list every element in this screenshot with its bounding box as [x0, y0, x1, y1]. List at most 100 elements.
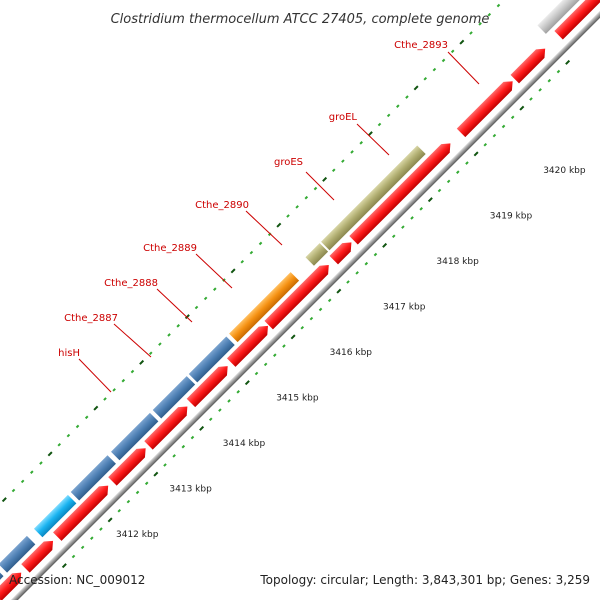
minor-tick: [377, 122, 382, 127]
minor-tick: [441, 58, 446, 63]
gene-label-cthe-2887[interactable]: Cthe_2887: [64, 313, 118, 324]
major-tick: [276, 222, 282, 228]
major-tick: [139, 359, 145, 365]
gene-feature-hisH[interactable]: [70, 455, 116, 501]
minor-tick: [273, 353, 277, 357]
minor-tick: [327, 298, 332, 303]
gene-feature-blue-2[interactable]: [0, 535, 36, 573]
gene-feature-grey[interactable]: [537, 0, 596, 34]
cds-arrow[interactable]: [186, 362, 232, 408]
gene-label-cthe-2888[interactable]: Cthe_2888: [104, 278, 158, 289]
gene-feature-cthe-2890[interactable]: [229, 272, 300, 343]
gene-label-groEL[interactable]: groEL: [329, 112, 358, 123]
major-tick: [153, 471, 159, 477]
minor-tick: [144, 481, 149, 486]
cds-arrow[interactable]: [329, 238, 356, 265]
major-tick: [367, 131, 373, 137]
major-tick: [244, 380, 250, 386]
gene-label-cthe-2889[interactable]: Cthe_2889: [143, 243, 197, 254]
major-tick: [290, 334, 296, 340]
gene-feature-cyan[interactable]: [33, 494, 77, 538]
minor-tick: [492, 133, 497, 138]
inner-tick-marks: [61, 59, 571, 569]
minor-tick: [309, 316, 314, 321]
topology-text: Topology: circular; Length: 3,843,301 bp…: [260, 573, 590, 587]
gene-label-cthe-2890[interactable]: Cthe_2890: [195, 200, 249, 211]
minor-tick: [190, 435, 195, 440]
gene-feature-cthe-2888[interactable]: [152, 376, 196, 419]
minor-tick: [181, 444, 186, 449]
kbp-label: 3417 kbp: [383, 303, 426, 313]
minor-tick: [359, 141, 363, 145]
cds-arrow[interactable]: [21, 537, 57, 573]
minor-tick: [90, 536, 94, 540]
major-tick: [107, 517, 113, 523]
kbp-label: 3418 kbp: [436, 257, 479, 267]
minor-tick: [30, 470, 34, 474]
major-tick: [336, 288, 342, 294]
accession-text: Accession: NC_009012: [9, 573, 146, 587]
minor-tick: [295, 205, 299, 209]
gene-feature-groES[interactable]: [305, 243, 329, 266]
minor-tick: [112, 388, 116, 392]
cds-arrow[interactable]: [144, 402, 191, 450]
gene-label-cthe-2893[interactable]: Cthe_2893: [394, 40, 448, 51]
minor-tick: [373, 252, 378, 257]
gene-feature-cthe-2887[interactable]: [111, 412, 159, 461]
gene-label-groES[interactable]: groES: [274, 157, 303, 168]
minor-tick: [249, 250, 254, 255]
minor-tick: [510, 115, 515, 120]
minor-tick: [39, 461, 43, 465]
gene-feature-cthe-2889[interactable]: [188, 336, 235, 383]
minor-tick: [75, 424, 80, 429]
cds-arrow[interactable]: [226, 322, 272, 367]
minor-tick: [84, 415, 89, 420]
minor-tick: [437, 188, 442, 193]
minor-tick: [71, 554, 76, 559]
kbp-label: 3415 kbp: [276, 394, 319, 404]
minor-tick: [227, 399, 231, 403]
genome-backbone: [5, 0, 600, 600]
cds-arrow[interactable]: [349, 139, 454, 245]
gene-label-leader: [78, 358, 112, 393]
kbp-label: 3413 kbp: [169, 485, 212, 495]
major-tick: [427, 197, 433, 203]
minor-tick: [20, 479, 25, 484]
minor-tick: [391, 234, 396, 239]
minor-tick: [465, 161, 469, 165]
minor-tick: [401, 225, 405, 229]
minor-tick: [158, 342, 162, 346]
minor-tick: [163, 463, 167, 467]
minor-tick: [432, 67, 437, 72]
minor-tick: [300, 325, 305, 330]
map-title: Clostridium thermocellum ATCC 27405, com…: [111, 12, 490, 27]
cds-arrow[interactable]: [554, 0, 600, 40]
gene-labels: hisH Cthe_2887 Cthe_2888 Cthe_2889 Cthe_…: [58, 40, 480, 393]
kbp-label: 3420 kbp: [543, 166, 586, 176]
minor-tick: [130, 369, 135, 374]
minor-tick: [236, 390, 240, 394]
cds-arrow[interactable]: [456, 77, 517, 138]
gene-label-leader: [356, 123, 390, 156]
minor-tick: [350, 150, 354, 154]
minor-tick: [396, 104, 400, 108]
major-tick: [47, 451, 53, 457]
kbp-label: 3414 kbp: [223, 439, 266, 449]
cds-arrow[interactable]: [0, 568, 25, 600]
gene-label-hisH[interactable]: hisH: [58, 348, 80, 359]
minor-tick: [267, 232, 272, 237]
cds-arrow[interactable]: [510, 44, 550, 84]
minor-tick: [304, 195, 309, 200]
cds-arrow[interactable]: [53, 481, 112, 541]
gene-label-leader: [195, 253, 233, 289]
cds-arrow[interactable]: [108, 444, 150, 486]
minor-tick: [496, 3, 501, 8]
minor-tick: [313, 186, 318, 191]
minor-tick: [341, 159, 345, 163]
gene-feature-groEL[interactable]: [321, 145, 426, 251]
minor-tick: [117, 508, 122, 513]
minor-tick: [419, 207, 423, 211]
minor-tick: [103, 397, 107, 401]
cds-arrow[interactable]: [264, 261, 333, 330]
